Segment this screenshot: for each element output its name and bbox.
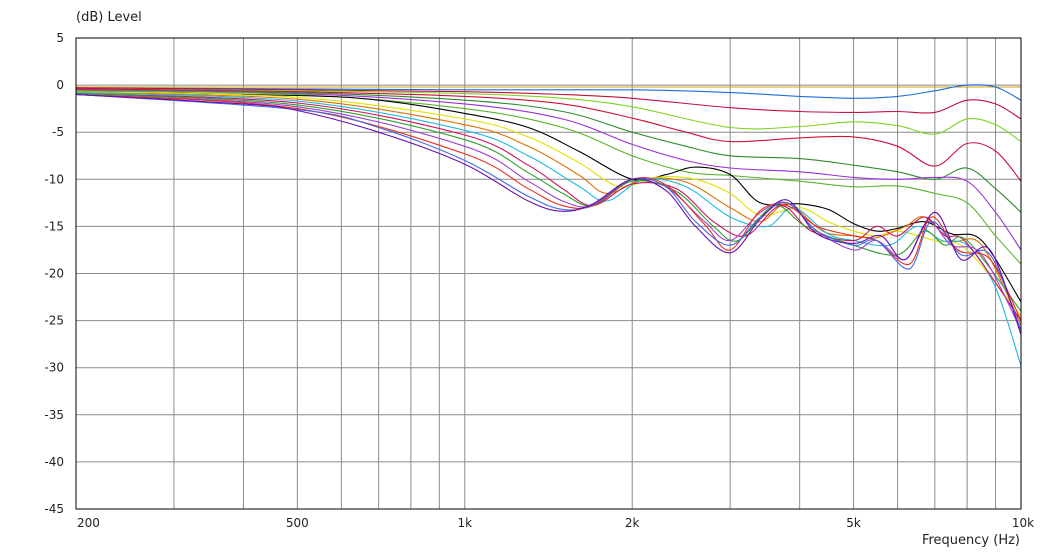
x-tick-label: 2k — [625, 516, 640, 530]
y-tick-label: -45 — [44, 502, 64, 516]
y-axis-label: (dB) Level — [76, 10, 142, 25]
series-line-3 — [75, 87, 1022, 120]
y-tick-label: -15 — [44, 219, 64, 233]
y-tick-labels: 5 0 -5 -10 -15 -20 -25 -30 -35 -40 -45 — [44, 31, 64, 516]
y-tick-label: 0 — [56, 78, 64, 92]
series-line-7 — [75, 89, 1022, 251]
series-line-12 — [75, 92, 1022, 366]
y-tick-label: -35 — [44, 408, 64, 422]
series-line-4 — [75, 88, 1022, 143]
series-group — [75, 84, 1022, 366]
y-tick-label: -25 — [44, 314, 64, 328]
series-line-13 — [75, 93, 1022, 321]
x-tick-label: 500 — [286, 516, 309, 530]
x-tick-labels: 200 500 1k 2k 5k 10k — [77, 516, 1034, 530]
plot-frame — [75, 37, 1022, 510]
x-tick-label: 10k — [1012, 516, 1034, 530]
x-axis-label: Frequency (Hz) — [922, 533, 1020, 548]
series-line-9 — [75, 91, 1022, 303]
x-tick-label: 200 — [77, 516, 100, 530]
series-line-18 — [75, 93, 1022, 335]
series-line-10 — [75, 91, 1022, 317]
x-tick-label: 1k — [457, 516, 472, 530]
y-tick-label: -40 — [44, 455, 64, 469]
series-line-5 — [75, 88, 1022, 182]
series-line-2 — [75, 84, 1022, 101]
y-tick-label: -30 — [44, 361, 64, 375]
y-tick-label: -10 — [44, 172, 64, 186]
series-line-6 — [75, 89, 1022, 213]
series-line-16 — [75, 93, 1022, 321]
y-tick-label: -5 — [52, 125, 64, 139]
series-line-17 — [75, 93, 1022, 331]
series-line-8 — [75, 90, 1022, 265]
y-tick-label: -20 — [44, 267, 64, 281]
x-tick-label: 5k — [846, 516, 861, 530]
series-line-14 — [75, 93, 1022, 312]
y-tick-label: 5 — [56, 31, 64, 45]
